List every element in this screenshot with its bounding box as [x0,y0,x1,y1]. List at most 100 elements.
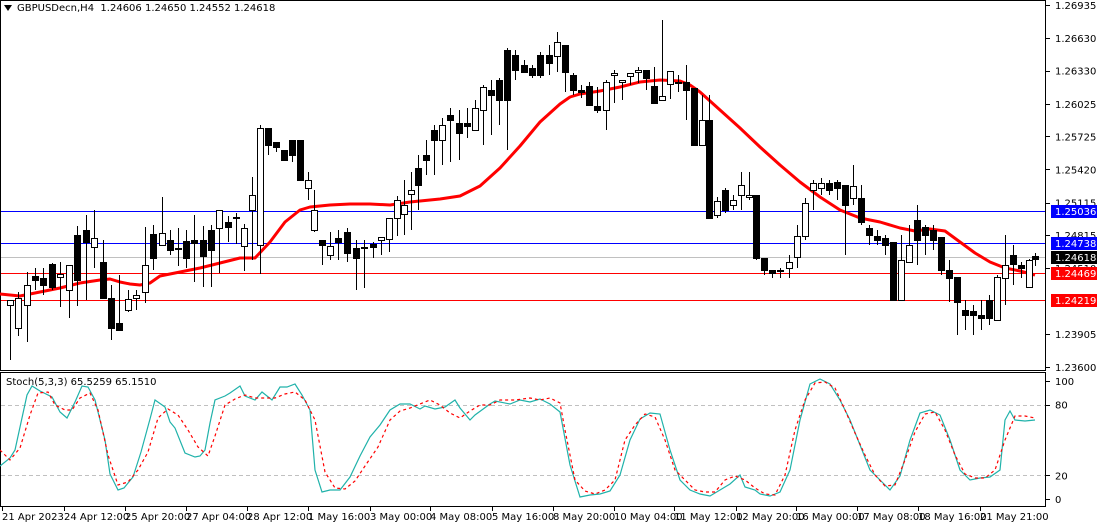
time-axis-label: 21 May 21:00 [980,512,1049,523]
candle [265,128,272,155]
candle [431,125,438,175]
candle [49,263,56,290]
price-tags: 1.25036 1.24738 1.24618 1.24469 1.24219 [1051,205,1097,307]
candle [994,275,1001,321]
stoch-level-lines [1,405,1045,476]
candle [1026,259,1033,288]
time-axis-label: 25 Apr 20:00 [125,512,190,523]
candle [15,292,22,336]
candle [83,215,90,300]
candle [394,196,401,236]
candle [233,213,240,244]
candle [922,225,929,255]
price-axis-label: 1.25725 [1055,132,1096,143]
price-tag [1051,251,1097,264]
candle [191,215,198,282]
candle [1002,235,1009,305]
candle [456,110,463,160]
candle [730,195,737,210]
candle [675,75,682,92]
candle [874,230,881,245]
time-axis-label: 27 Apr 04:00 [186,512,251,523]
stoch-axis-label: 20 [1055,471,1068,482]
price-tag-label: 1.24219 [1055,296,1096,307]
candle [826,180,833,195]
collapse-triangle-icon[interactable] [4,5,12,11]
moving-average-line [0,78,1036,298]
candle [858,185,865,225]
candle [1032,253,1039,266]
stoch-axis: 100 80 20 0 [1045,377,1074,506]
candle [167,230,174,255]
candle [970,305,977,335]
candle [512,50,519,80]
candle [802,198,809,240]
candle [882,235,889,255]
candle [603,80,610,130]
ma-polyline [0,78,1036,298]
candle [611,70,618,103]
candle [480,85,487,145]
candle [327,232,334,260]
price-axis-label: 1.26330 [1055,67,1096,78]
candle [946,260,953,302]
time-axis-label: 3 May 00:00 [370,512,432,523]
time-axis-label: 4 May 08:00 [430,512,492,523]
price-tag-label: 1.24469 [1055,269,1096,280]
candle [738,172,745,210]
price-tag [1051,205,1097,218]
candle [818,178,825,195]
candle [594,87,601,113]
candle [834,180,841,200]
candle [691,88,698,146]
candle [125,290,132,312]
candle [570,73,577,95]
candle [521,60,528,73]
candle [415,155,422,210]
candle [108,285,115,340]
stoch-axis-label: 0 [1055,495,1061,506]
candle [930,225,937,250]
candle [133,290,140,310]
candle [546,45,553,75]
candlesticks [7,20,1039,360]
stoch-indicator-label: Stoch(5,3,3) 65.5259 65.1510 [6,377,157,388]
candle [769,270,776,278]
candle [488,80,495,135]
candle [91,210,98,268]
candle [938,237,945,275]
candle [335,230,342,260]
candle [7,300,14,360]
candle [722,188,729,213]
candle [986,295,993,325]
candle [32,268,39,290]
candle [537,52,544,78]
candle [627,73,634,85]
candle [914,205,921,265]
candle [66,265,73,318]
price-tag [1051,267,1097,280]
candle [842,185,849,255]
candle [529,65,536,78]
time-axis-label: 1 May 16:00 [308,512,370,523]
candle [408,172,415,230]
candle [978,300,985,330]
candle [651,67,658,104]
price-axis-label: 1.25115 [1055,199,1096,210]
candle [175,228,182,266]
time-axis-label: 10 May 04:00 [614,512,683,523]
price-tag [1051,294,1097,307]
candle [635,67,642,83]
candle [1010,245,1017,285]
candle [344,228,351,262]
stochastic-lines [0,378,1036,498]
time-axis-label: 5 May 16:00 [492,512,554,523]
candle [447,108,454,162]
ohlc-values: 1.24606 1.24650 1.24552 1.24618 [100,3,276,14]
stoch-axis-label: 100 [1055,377,1074,388]
time-axis-label: 24 Apr 12:00 [64,512,129,523]
candle [714,197,721,218]
